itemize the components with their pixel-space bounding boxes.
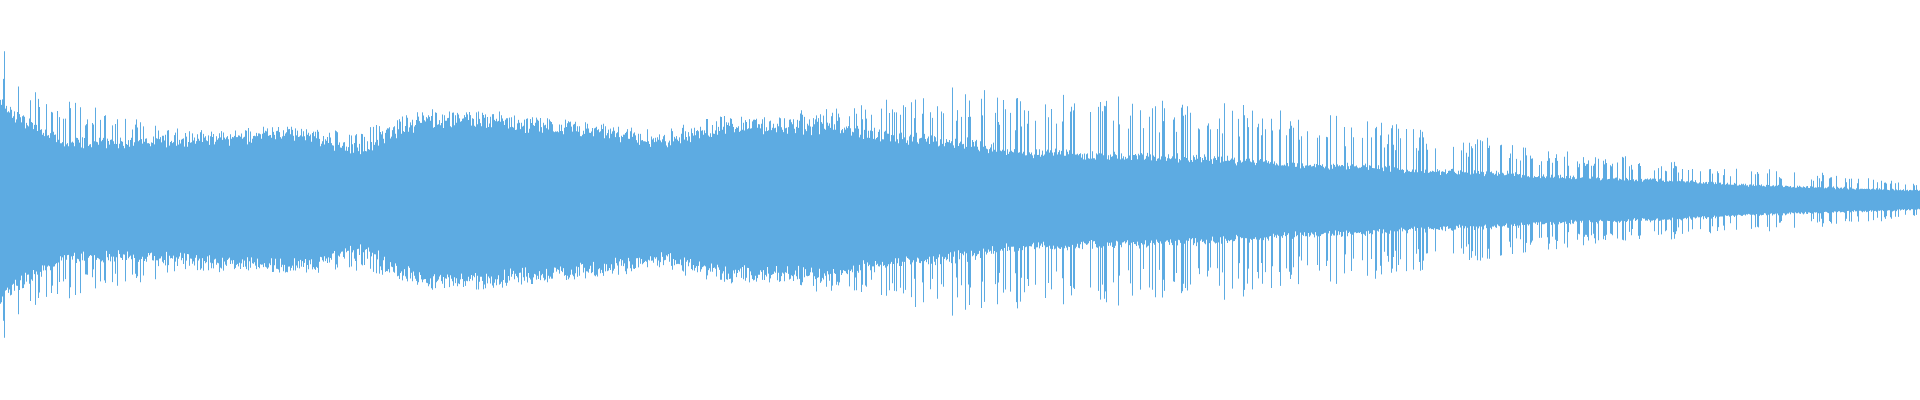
waveform-path [0,51,1920,338]
waveform-bars [0,51,1920,338]
